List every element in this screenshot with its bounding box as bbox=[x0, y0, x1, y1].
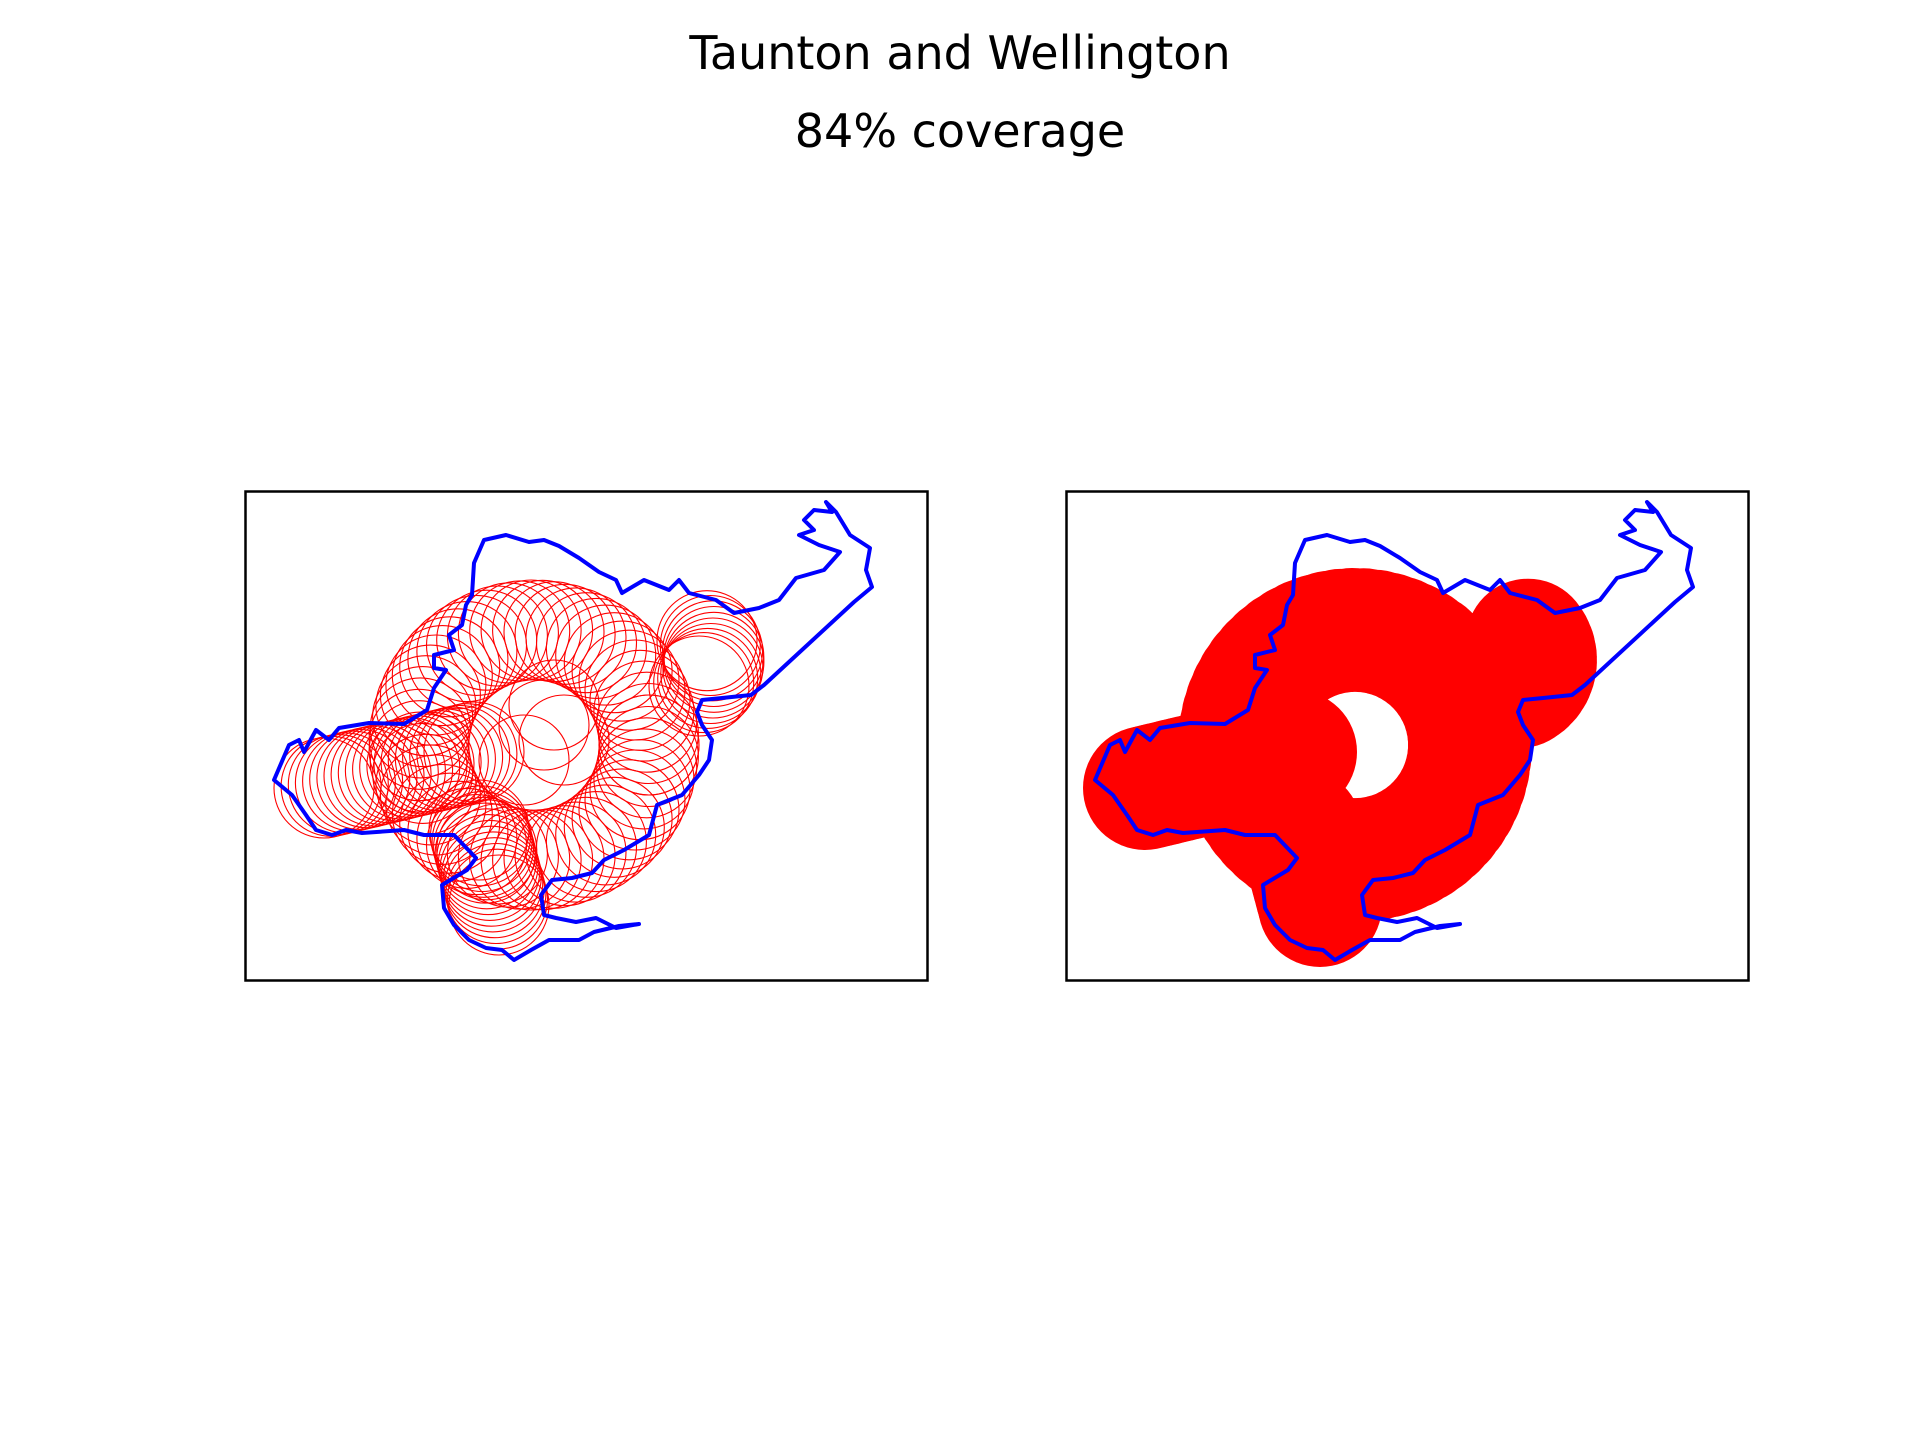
map-panel-filled-circles bbox=[1065, 490, 1750, 982]
district-boundary bbox=[272, 500, 874, 962]
coverage-circle bbox=[508, 659, 600, 751]
coverage-circle bbox=[503, 581, 605, 683]
coverage-circles bbox=[1083, 568, 1597, 967]
coverage-circles bbox=[273, 579, 765, 956]
coverage-circle bbox=[445, 842, 547, 945]
coverage-circle bbox=[653, 632, 755, 734]
coverage-circle bbox=[571, 620, 673, 722]
coverage-circle bbox=[578, 759, 680, 861]
coverage-circle bbox=[457, 806, 559, 908]
coverage-circle bbox=[457, 582, 559, 684]
coverage-circle bbox=[391, 625, 493, 727]
coverage-circle bbox=[518, 694, 610, 786]
coverage-circle bbox=[555, 604, 657, 706]
coverage-circle bbox=[433, 796, 535, 898]
coverage-circle bbox=[407, 608, 509, 710]
coverage-circle bbox=[1258, 843, 1382, 967]
coverage-circle bbox=[399, 616, 501, 718]
coverage-circle bbox=[660, 622, 762, 725]
coverage-circle bbox=[498, 679, 590, 771]
coverage-circle bbox=[648, 635, 750, 737]
coverage-circle bbox=[442, 831, 544, 933]
coverage-circle bbox=[416, 703, 518, 805]
coverage-circle bbox=[598, 694, 700, 796]
figure-title: Taunton and Wellington bbox=[689, 26, 1231, 80]
coverage-circle bbox=[535, 592, 638, 694]
coverage-circle bbox=[448, 854, 550, 956]
district-boundary bbox=[1093, 500, 1695, 962]
coverage-subtitle: 84% coverage bbox=[794, 104, 1126, 158]
coverage-circle bbox=[480, 579, 582, 681]
coverage-circle bbox=[409, 704, 511, 806]
coverage-circle bbox=[662, 617, 764, 719]
coverage-circle bbox=[545, 597, 647, 699]
coverage-circle bbox=[663, 611, 765, 713]
coverage-circle bbox=[440, 825, 542, 927]
coverage-circle bbox=[656, 590, 758, 692]
coverage-circle bbox=[1458, 624, 1582, 748]
coverage-circle bbox=[593, 660, 695, 762]
coverage-circle bbox=[563, 776, 665, 878]
coverage-circle bbox=[657, 627, 759, 729]
coverage-circle bbox=[478, 714, 570, 806]
coverage-circle bbox=[428, 779, 530, 881]
coverage-circle bbox=[597, 682, 699, 785]
map-panel-outline-circles bbox=[244, 490, 929, 982]
coverage-circle bbox=[578, 629, 680, 731]
coverage-circle bbox=[659, 594, 761, 697]
coverage-circle bbox=[423, 701, 525, 803]
coverage-circle bbox=[437, 814, 539, 916]
coverage-circle bbox=[525, 587, 627, 689]
